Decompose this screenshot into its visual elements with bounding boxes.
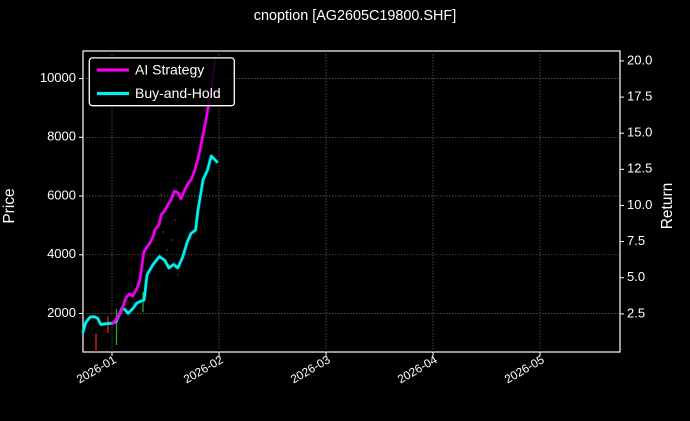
svg-text:AI Strategy: AI Strategy [135, 62, 204, 78]
svg-text:4000: 4000 [47, 246, 76, 261]
svg-text:17.5: 17.5 [627, 89, 652, 104]
svg-text:Return: Return [659, 183, 676, 230]
svg-text:Buy-and-Hold: Buy-and-Hold [135, 85, 221, 101]
svg-text:15.0: 15.0 [627, 125, 652, 140]
svg-text:2000: 2000 [47, 305, 76, 320]
svg-text:10000: 10000 [40, 70, 76, 85]
svg-text:2.5: 2.5 [627, 305, 645, 320]
svg-text:10.0: 10.0 [627, 197, 652, 212]
svg-text:7.5: 7.5 [627, 233, 645, 248]
svg-text:20.0: 20.0 [627, 52, 652, 67]
svg-text:8000: 8000 [47, 129, 76, 144]
svg-text:12.5: 12.5 [627, 161, 652, 176]
svg-text:5.0: 5.0 [627, 269, 645, 284]
svg-text:6000: 6000 [47, 187, 76, 202]
svg-text:Price: Price [1, 188, 18, 223]
svg-text:cnoption [AG2605C19800.SHF]: cnoption [AG2605C19800.SHF] [254, 8, 456, 24]
